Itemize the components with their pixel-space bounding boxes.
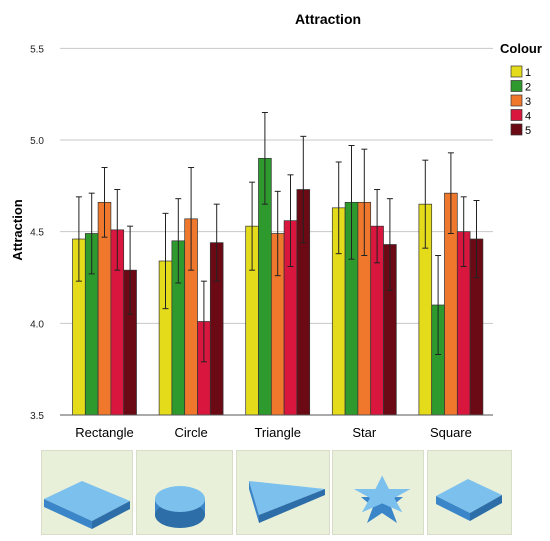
rectangle-image xyxy=(41,450,133,535)
legend-label: 5 xyxy=(525,125,531,137)
legend-swatch xyxy=(510,80,523,92)
x-tick-label: Triangle xyxy=(254,425,300,440)
y-tick-label: 4.0 xyxy=(30,319,44,330)
square-image xyxy=(427,450,512,535)
circle-image xyxy=(136,450,233,535)
x-tick-label: Square xyxy=(430,425,472,440)
triangle-image xyxy=(236,450,330,535)
legend-swatch xyxy=(510,94,523,107)
legend-label: 1 xyxy=(525,67,531,79)
y-tick-label: 5.5 xyxy=(30,44,44,55)
legend-swatch xyxy=(510,65,523,78)
chart-title: Attraction xyxy=(295,11,361,27)
y-axis-label: Attraction xyxy=(10,199,25,260)
y-tick-label: 3.5 xyxy=(30,411,44,422)
bar-chart: Attraction Attraction 3.5 4.0 4.5 5.0 5.5 Rec… xyxy=(10,11,542,440)
legend-swatch xyxy=(510,109,523,121)
legend-label: 3 xyxy=(525,96,531,108)
x-tick-label: Rectangle xyxy=(75,425,134,440)
legend-label: 2 xyxy=(525,82,531,94)
y-tick-label: 5.0 xyxy=(30,136,44,147)
legend-label: 4 xyxy=(525,111,531,123)
legend-title: Colour xyxy=(500,41,542,56)
star-image xyxy=(332,450,424,535)
y-tick-label: 4.5 xyxy=(30,228,44,239)
legend-swatch xyxy=(510,123,523,136)
x-tick-label: Circle xyxy=(174,425,207,440)
x-tick-label: Star xyxy=(352,425,377,440)
